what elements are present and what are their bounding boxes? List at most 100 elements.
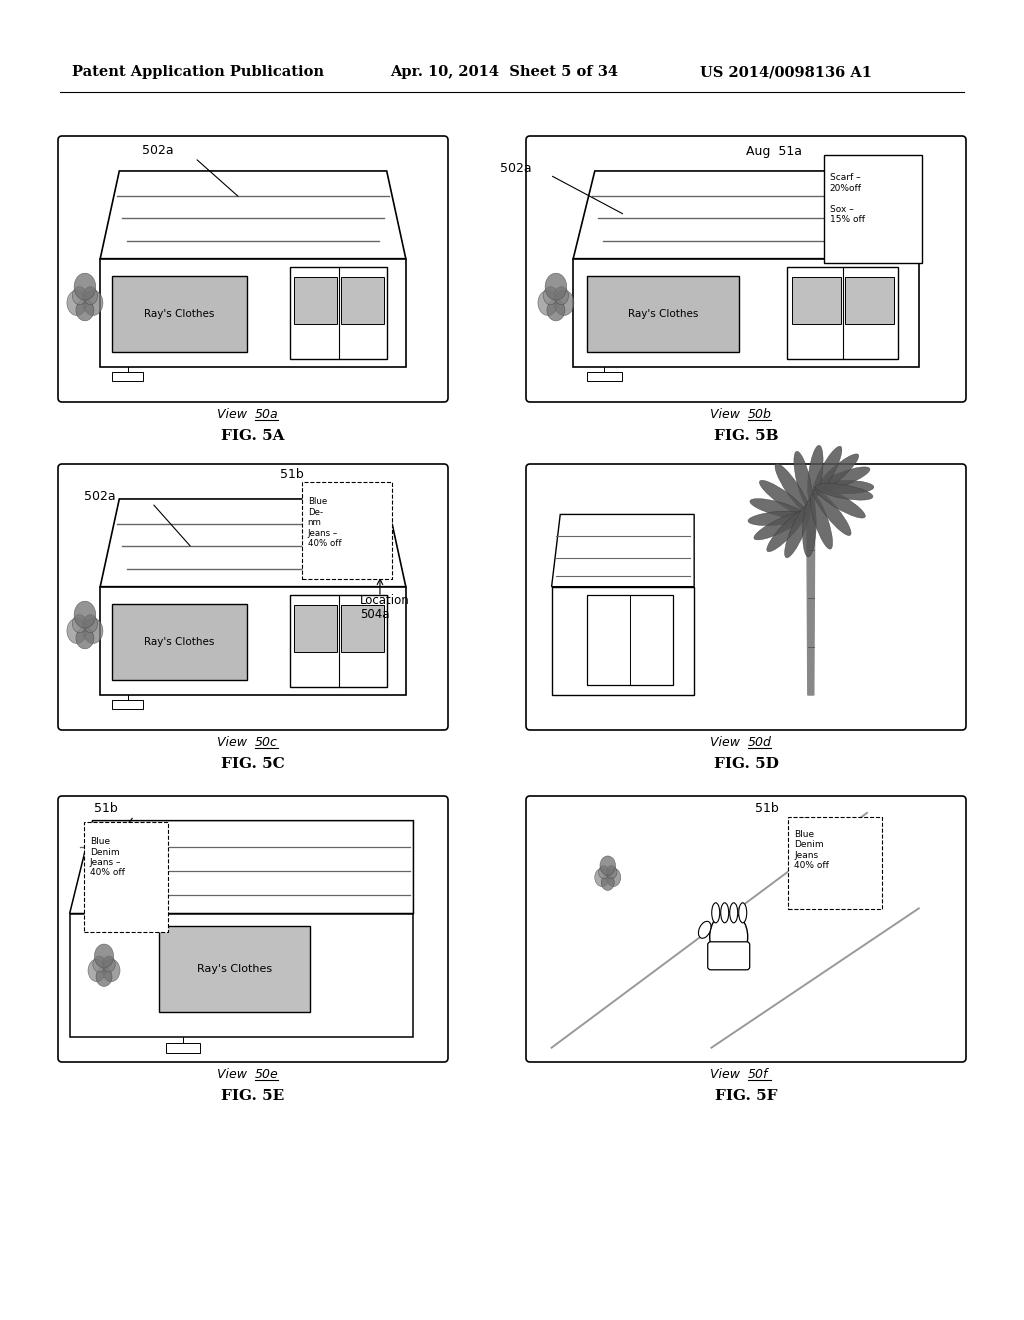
Bar <box>166 1043 201 1053</box>
Text: 51b: 51b <box>280 467 303 480</box>
Ellipse shape <box>803 499 816 557</box>
FancyBboxPatch shape <box>788 817 883 909</box>
Bar <box>341 605 384 652</box>
Ellipse shape <box>93 956 105 972</box>
FancyBboxPatch shape <box>84 822 168 932</box>
Ellipse shape <box>554 286 568 305</box>
Text: US 2014/0098136 A1: US 2014/0098136 A1 <box>700 65 872 79</box>
Ellipse shape <box>794 451 812 508</box>
Text: View: View <box>217 408 251 421</box>
Text: FIG. 5B: FIG. 5B <box>714 429 778 444</box>
Bar <box>113 605 247 680</box>
Text: 51b: 51b <box>755 801 778 814</box>
Ellipse shape <box>816 483 872 500</box>
Ellipse shape <box>710 912 748 962</box>
Polygon shape <box>100 172 406 259</box>
Ellipse shape <box>712 903 720 923</box>
Ellipse shape <box>784 504 810 558</box>
Text: 502a: 502a <box>500 161 531 174</box>
Ellipse shape <box>67 290 87 315</box>
Ellipse shape <box>74 273 95 300</box>
Text: FIG. 5D: FIG. 5D <box>714 756 778 771</box>
Text: FIG. 5E: FIG. 5E <box>221 1089 285 1104</box>
FancyBboxPatch shape <box>58 136 449 403</box>
Text: 50d: 50d <box>748 735 772 748</box>
Text: Ray's Clothes: Ray's Clothes <box>144 309 215 319</box>
Ellipse shape <box>748 511 806 525</box>
Text: Scarf –
20%off

Sox –
15% off: Scarf – 20%off Sox – 15% off <box>829 173 864 224</box>
Polygon shape <box>552 515 694 586</box>
Ellipse shape <box>599 866 609 879</box>
Ellipse shape <box>96 968 112 986</box>
Polygon shape <box>573 172 919 259</box>
Text: Ray's Clothes: Ray's Clothes <box>144 636 215 647</box>
Polygon shape <box>70 821 414 913</box>
Ellipse shape <box>73 615 87 632</box>
Text: 51b: 51b <box>94 801 118 814</box>
Ellipse shape <box>606 869 621 887</box>
Bar <box>113 700 143 709</box>
Ellipse shape <box>606 866 616 879</box>
Ellipse shape <box>808 445 823 503</box>
Ellipse shape <box>738 903 746 923</box>
Ellipse shape <box>547 300 565 321</box>
Ellipse shape <box>816 480 873 494</box>
Bar <box>159 925 310 1011</box>
Ellipse shape <box>810 494 833 549</box>
FancyBboxPatch shape <box>526 136 966 403</box>
Bar <box>823 156 922 264</box>
Bar <box>113 372 143 381</box>
Ellipse shape <box>815 486 865 517</box>
Bar <box>290 595 387 688</box>
FancyBboxPatch shape <box>526 465 966 730</box>
Text: View: View <box>217 1068 251 1081</box>
Text: Blue
Denim
Jeans –
40% off: Blue Denim Jeans – 40% off <box>90 837 125 878</box>
Text: 50a: 50a <box>255 408 279 421</box>
Ellipse shape <box>67 618 87 643</box>
Bar <box>100 259 406 367</box>
Bar <box>294 605 337 652</box>
Bar <box>341 277 384 325</box>
Text: FIG. 5C: FIG. 5C <box>221 756 285 771</box>
Ellipse shape <box>83 290 103 315</box>
Bar <box>294 277 337 325</box>
Bar <box>845 277 894 325</box>
Ellipse shape <box>812 446 842 498</box>
Bar <box>587 595 673 685</box>
Text: Aug  51a: Aug 51a <box>746 145 802 158</box>
Text: Patent Application Publication: Patent Application Publication <box>72 65 324 79</box>
Bar <box>100 586 406 696</box>
Ellipse shape <box>698 921 711 939</box>
Ellipse shape <box>102 956 116 972</box>
Text: View: View <box>710 735 744 748</box>
FancyBboxPatch shape <box>58 796 449 1063</box>
Text: 50b: 50b <box>748 408 772 421</box>
Ellipse shape <box>767 508 808 552</box>
Ellipse shape <box>775 463 809 512</box>
Bar <box>792 277 841 325</box>
Polygon shape <box>100 499 406 586</box>
Polygon shape <box>807 502 815 696</box>
Text: FIG. 5F: FIG. 5F <box>715 1089 777 1104</box>
FancyBboxPatch shape <box>526 796 966 1063</box>
Bar <box>290 268 387 359</box>
Text: 504a: 504a <box>360 607 389 620</box>
Text: Blue
Denim
Jeans
40% off: Blue Denim Jeans 40% off <box>795 830 829 870</box>
FancyBboxPatch shape <box>708 941 750 970</box>
Text: 502a: 502a <box>142 144 174 157</box>
Text: FIG. 5A: FIG. 5A <box>221 429 285 444</box>
Ellipse shape <box>94 944 114 968</box>
Text: 50f: 50f <box>748 1068 768 1081</box>
Ellipse shape <box>750 499 806 519</box>
Bar <box>113 276 247 351</box>
Ellipse shape <box>815 467 870 491</box>
Text: View: View <box>710 1068 744 1081</box>
FancyBboxPatch shape <box>302 483 391 579</box>
Bar <box>587 276 739 351</box>
Ellipse shape <box>538 290 558 315</box>
Text: 50c: 50c <box>255 735 278 748</box>
Ellipse shape <box>76 300 94 321</box>
Text: Location: Location <box>360 594 410 606</box>
Ellipse shape <box>600 855 615 875</box>
Ellipse shape <box>88 960 105 982</box>
